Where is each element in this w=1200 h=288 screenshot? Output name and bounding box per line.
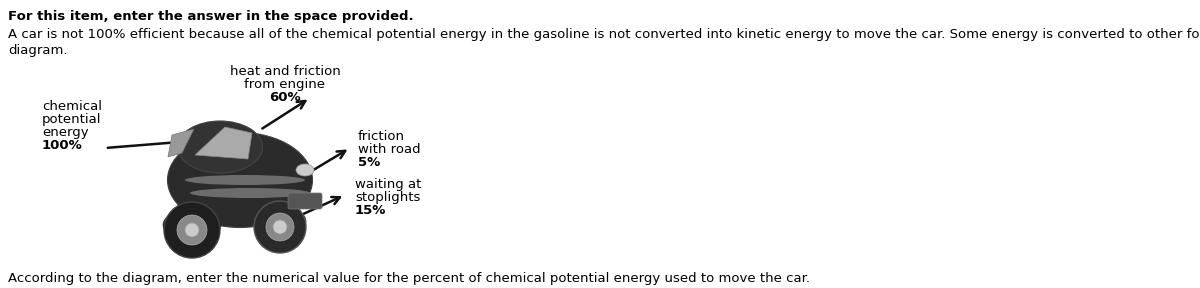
Text: diagram.: diagram. xyxy=(8,44,67,57)
Circle shape xyxy=(266,213,294,241)
Text: For this item, enter the answer in the space provided.: For this item, enter the answer in the s… xyxy=(8,10,414,23)
Text: 100%: 100% xyxy=(42,139,83,152)
Circle shape xyxy=(185,223,199,237)
Ellipse shape xyxy=(254,207,306,235)
Text: 60%: 60% xyxy=(269,91,301,104)
Text: from engine: from engine xyxy=(245,78,325,91)
Ellipse shape xyxy=(178,121,263,173)
Circle shape xyxy=(274,220,287,234)
FancyBboxPatch shape xyxy=(288,193,322,209)
Circle shape xyxy=(178,215,208,245)
Text: potential: potential xyxy=(42,113,102,126)
Text: with road: with road xyxy=(358,143,421,156)
Text: waiting at: waiting at xyxy=(355,178,421,191)
Text: energy: energy xyxy=(42,126,89,139)
Ellipse shape xyxy=(296,164,314,176)
Text: A car is not 100% efficient because all of the chemical potential energy in the : A car is not 100% efficient because all … xyxy=(8,28,1200,41)
Circle shape xyxy=(164,202,220,258)
Ellipse shape xyxy=(163,209,221,241)
Polygon shape xyxy=(194,127,252,159)
Text: According to the diagram, enter the numerical value for the percent of chemical : According to the diagram, enter the nume… xyxy=(8,272,810,285)
Ellipse shape xyxy=(190,188,310,198)
Polygon shape xyxy=(168,129,194,157)
Text: 5%: 5% xyxy=(358,156,380,169)
Text: chemical: chemical xyxy=(42,100,102,113)
Text: friction: friction xyxy=(358,130,406,143)
Ellipse shape xyxy=(185,175,305,185)
Ellipse shape xyxy=(168,132,312,228)
Text: stoplights: stoplights xyxy=(355,191,420,204)
Circle shape xyxy=(254,201,306,253)
Text: 15%: 15% xyxy=(355,204,386,217)
Text: heat and friction: heat and friction xyxy=(229,65,341,78)
